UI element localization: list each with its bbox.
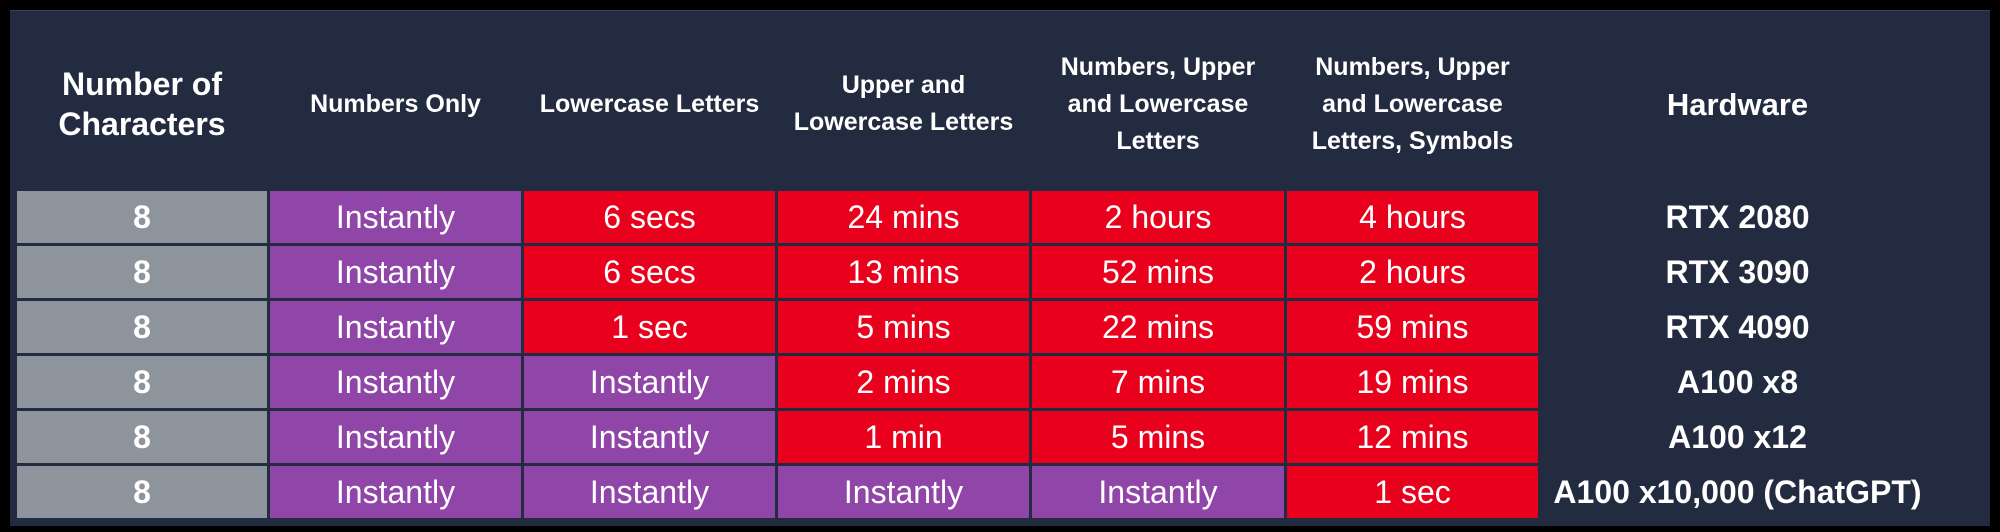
- cell-characters: 8: [17, 356, 267, 408]
- cell-lowercase: 6 secs: [524, 246, 775, 298]
- table-row: 8 Instantly Instantly Instantly Instantl…: [17, 466, 1934, 518]
- cell-lowercase: Instantly: [524, 356, 775, 408]
- cell-numbers-upper-lower-symbols: 2 hours: [1287, 246, 1538, 298]
- cell-lowercase: 6 secs: [524, 191, 775, 243]
- cell-hardware: RTX 3090: [1665, 253, 1810, 290]
- cell-numbers-only: Instantly: [270, 411, 521, 463]
- cell-upper-lower: 24 mins: [778, 191, 1029, 243]
- cell-numbers-only: Instantly: [270, 466, 521, 518]
- cell-hardware: A100 x12: [1668, 418, 1807, 455]
- header-numbers-upper-lowercase: Numbers, Upper and Lowercase Letters: [1060, 52, 1256, 155]
- cell-numbers-upper-lower-symbols: 19 mins: [1287, 356, 1538, 408]
- cell-characters: 8: [17, 246, 267, 298]
- table-row: 8 Instantly 6 secs 24 mins 2 hours 4 hou…: [17, 191, 1934, 243]
- header-numbers-only: Numbers Only: [310, 89, 481, 118]
- table-row: 8 Instantly Instantly 1 min 5 mins 12 mi…: [17, 411, 1934, 463]
- cell-upper-lower: 13 mins: [778, 246, 1029, 298]
- cell-numbers-upper-lower-symbols: 12 mins: [1287, 411, 1538, 463]
- cell-hardware: A100 x8: [1677, 363, 1798, 400]
- cell-upper-lower: 2 mins: [778, 356, 1029, 408]
- cell-numbers-upper-lower: 2 hours: [1032, 191, 1284, 243]
- header-numbers-upper-lowercase-symbols: Numbers, Upper and Lowercase Letters, Sy…: [1311, 52, 1514, 155]
- cell-numbers-only: Instantly: [270, 191, 521, 243]
- header-lowercase-letters: Lowercase Letters: [539, 89, 760, 118]
- header-number-of-characters: Number of Characters: [58, 66, 226, 142]
- table-row: 8 Instantly Instantly 2 mins 7 mins 19 m…: [17, 356, 1934, 408]
- cell-lowercase: Instantly: [524, 411, 775, 463]
- table-panel: Number of Characters Numbers Only Lowerc…: [10, 10, 1990, 526]
- cell-numbers-upper-lower: 5 mins: [1032, 411, 1284, 463]
- cell-numbers-upper-lower: 52 mins: [1032, 246, 1284, 298]
- cell-numbers-only: Instantly: [270, 246, 521, 298]
- cell-characters: 8: [17, 191, 267, 243]
- table-row: 8 Instantly 1 sec 5 mins 22 mins 59 mins…: [17, 301, 1934, 353]
- cell-characters: 8: [17, 466, 267, 518]
- cell-numbers-upper-lower-symbols: 4 hours: [1287, 191, 1538, 243]
- cell-hardware: A100 x10,000 (ChatGPT): [1553, 473, 1922, 510]
- cell-hardware: RTX 4090: [1665, 308, 1810, 345]
- cell-numbers-upper-lower-symbols: 59 mins: [1287, 301, 1538, 353]
- cell-lowercase: Instantly: [524, 466, 775, 518]
- cell-numbers-upper-lower-symbols: 1 sec: [1287, 466, 1538, 518]
- cell-characters: 8: [17, 411, 267, 463]
- header-row: Number of Characters Numbers Only Lowerc…: [17, 20, 1934, 188]
- cell-numbers-upper-lower: 7 mins: [1032, 356, 1284, 408]
- cell-numbers-only: Instantly: [270, 356, 521, 408]
- cell-upper-lower: 1 min: [778, 411, 1029, 463]
- cell-characters: 8: [17, 301, 267, 353]
- password-crack-time-table: Number of Characters Numbers Only Lowerc…: [14, 17, 1937, 521]
- header-hardware: Hardware: [1666, 86, 1809, 122]
- cell-numbers-upper-lower: Instantly: [1032, 466, 1284, 518]
- cell-hardware: RTX 2080: [1665, 198, 1810, 235]
- header-upper-and-lowercase-letters: Upper and Lowercase Letters: [793, 71, 1014, 136]
- cell-upper-lower: Instantly: [778, 466, 1029, 518]
- cell-numbers-only: Instantly: [270, 301, 521, 353]
- table-row: 8 Instantly 6 secs 13 mins 52 mins 2 hou…: [17, 246, 1934, 298]
- cell-numbers-upper-lower: 22 mins: [1032, 301, 1284, 353]
- cell-upper-lower: 5 mins: [778, 301, 1029, 353]
- cell-lowercase: 1 sec: [524, 301, 775, 353]
